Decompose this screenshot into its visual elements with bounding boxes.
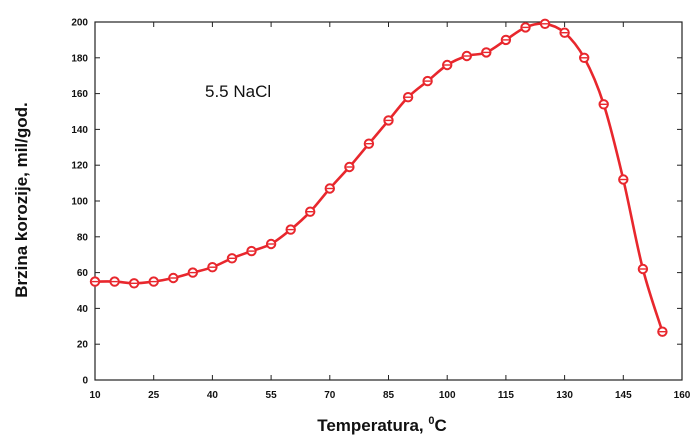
y-tick-label: 0 (82, 376, 88, 387)
y-tick-label: 140 (71, 125, 88, 136)
x-axis-title-sup: 0 (428, 415, 434, 427)
y-tick-label: 20 (77, 340, 89, 351)
y-tick-label: 200 (71, 18, 88, 29)
y-tick-label: 80 (77, 232, 89, 243)
plot-area: 0 20 40 60 80 100 120 140 160 180 200 10 25 40 55 70 85 1… (71, 18, 690, 402)
x-tick-label: 85 (383, 390, 395, 401)
series-line (94, 22, 664, 333)
x-tick-label: 25 (148, 390, 160, 401)
x-tick-label: 55 (266, 390, 278, 401)
x-axis-title: Temperatura, 0C (317, 415, 447, 435)
x-tick-label: 40 (207, 390, 219, 401)
y-tick-label: 180 (71, 53, 88, 64)
x-tick-label: 145 (615, 390, 632, 401)
x-tick-label: 70 (324, 390, 336, 401)
y-tick-label: 100 (71, 197, 88, 208)
x-tick-label: 130 (556, 390, 573, 401)
y-tick-label: 60 (77, 268, 89, 279)
x-tick-label: 115 (498, 390, 515, 401)
x-axis-title-unit: C (435, 416, 447, 435)
x-tick-label: 160 (674, 390, 691, 401)
y-tick-label: 160 (71, 89, 88, 100)
x-tick-label: 100 (439, 390, 456, 401)
x-tick-label: 10 (89, 390, 101, 401)
y-tick-label: 40 (77, 304, 89, 315)
x-axis-title-text: Temperatura, (317, 416, 428, 435)
chart-annotation: 5.5 NaCl (205, 82, 271, 101)
y-axis-title: Brzina korozije, mil/god. (12, 102, 31, 298)
y-tick-label: 120 (71, 161, 88, 172)
